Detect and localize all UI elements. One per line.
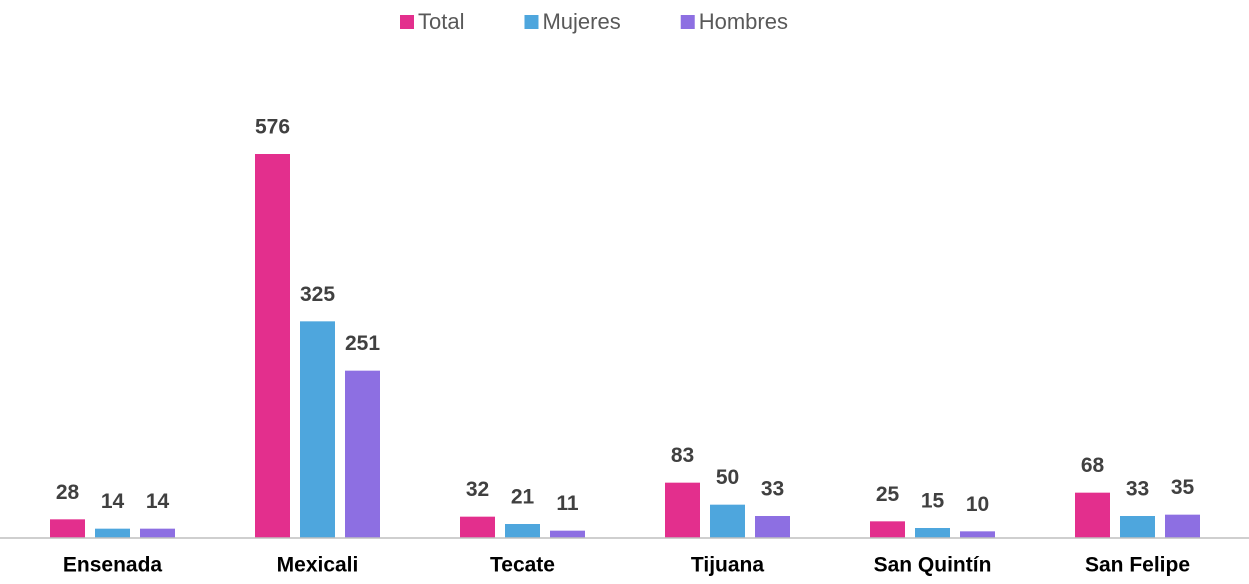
bar [1165,514,1200,538]
data-label: 35 [1171,476,1195,499]
x-tick-label: Ensenada [63,554,163,577]
data-label: 251 [345,332,380,355]
legend-label: Hombres [699,9,788,34]
bar [140,528,175,538]
data-label: 83 [671,444,694,467]
bar [460,516,495,538]
legend-swatch [400,15,414,29]
bar [915,528,950,538]
legend-label: Total [418,9,464,34]
data-label: 11 [556,492,579,515]
data-label: 576 [255,116,290,139]
data-label: 28 [56,481,80,504]
bar [505,524,540,538]
data-label: 25 [876,483,900,506]
data-label: 33 [761,478,784,501]
data-label: 325 [300,283,335,306]
data-label: 14 [146,490,170,513]
data-label: 21 [511,486,535,509]
bar [710,504,745,538]
bar [870,521,905,538]
legend-swatch [680,15,695,29]
bar [345,370,380,538]
data-label: 68 [1081,454,1105,477]
x-tick-label: Mexicali [277,554,359,577]
x-tick-label: Tijuana [691,554,764,577]
bar [50,519,85,538]
legend-swatch [524,15,539,29]
data-label: 14 [101,490,125,513]
data-label: 10 [966,493,989,516]
bar [300,321,335,538]
bar [665,482,700,538]
bar [1120,516,1155,538]
data-label: 50 [716,466,739,489]
x-tick-label: San Felipe [1085,554,1190,577]
data-label: 33 [1126,478,1149,501]
x-tick-label: Tecate [490,554,555,577]
bar [255,154,290,538]
bar [1075,492,1110,538]
bar [95,528,130,538]
bar [550,530,585,538]
data-label: 15 [921,490,945,513]
legend-label: Mujeres [542,9,620,34]
x-tick-label: San Quintín [874,554,992,577]
bar [960,531,995,538]
data-label: 32 [466,478,489,501]
bar [755,516,790,538]
